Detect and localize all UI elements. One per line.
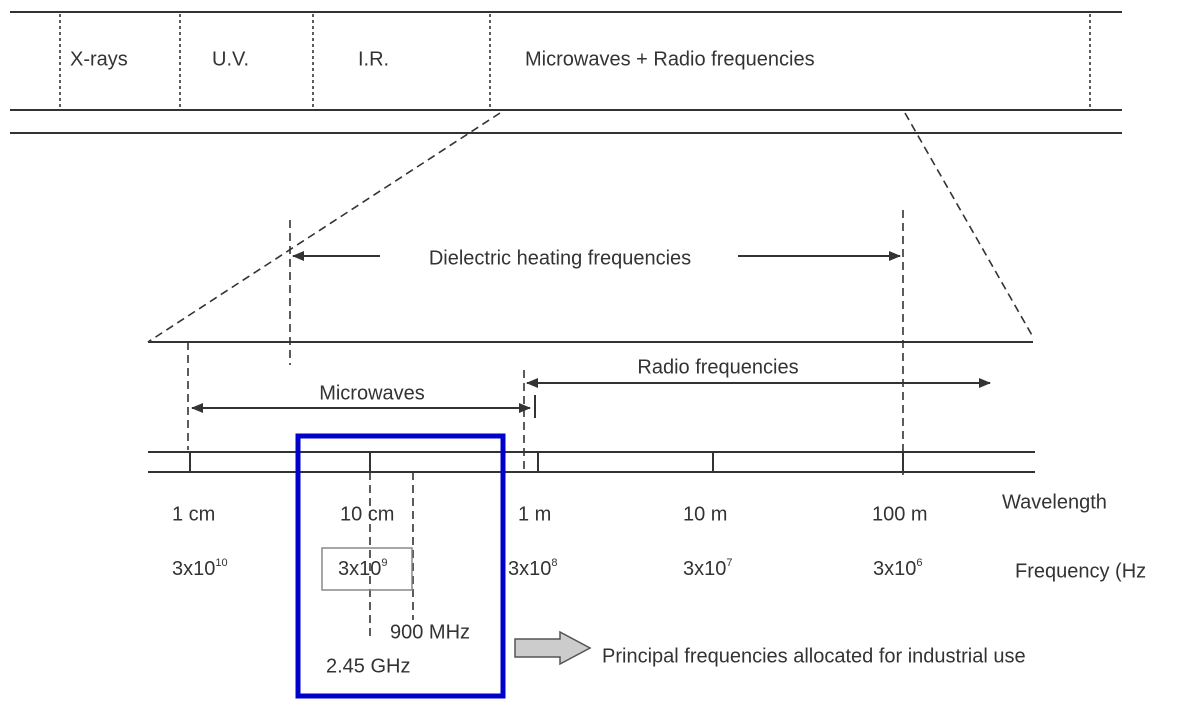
wavelength-label: 1 m: [518, 503, 551, 525]
frequency-base: 3x10: [338, 558, 381, 580]
band-label: Microwaves + Radio frequencies: [525, 48, 815, 70]
frequency-exponent: 6: [916, 557, 922, 569]
scale: [148, 451, 1035, 640]
frequency-label: 3x108: [508, 557, 558, 580]
highlight-box: [295, 433, 506, 699]
spectrum-band: [10, 11, 1122, 134]
zoom-lines: [147, 112, 1034, 475]
band-label: U.V.: [212, 48, 249, 70]
frequency-label: 900 MHz: [390, 621, 470, 643]
frequency-exponent: 8: [551, 557, 557, 569]
wavelength-label: 10 m: [683, 503, 727, 525]
frequency-base: 3x10: [172, 558, 215, 580]
frequency-exponent: 10: [215, 557, 227, 569]
frequency-exponent: 9: [381, 557, 387, 569]
frequency-base: 3x10: [683, 558, 726, 580]
frequency-base: 3x10: [873, 558, 916, 580]
wavelength-label: 100 m: [872, 503, 928, 525]
range-label: Dielectric heating frequencies: [429, 247, 691, 269]
band-label: X-rays: [70, 48, 128, 70]
range-label: Radio frequencies: [637, 356, 798, 378]
band-label: I.R.: [358, 48, 389, 70]
note: Principal frequencies allocated for indu…: [602, 645, 1026, 667]
axis-title: Wavelength: [1002, 491, 1107, 513]
wavelength-label: 1 cm: [172, 503, 215, 525]
arrow-icon: [514, 630, 592, 666]
axis-title: Frequency (Hz: [1015, 560, 1146, 582]
frequency-label: 3x109: [338, 557, 388, 580]
frequency-base: 3x10: [508, 558, 551, 580]
frequency-exponent: 7: [726, 557, 732, 569]
wavelength-label: 10 cm: [340, 503, 394, 525]
frequency-label: 3x106: [873, 557, 923, 580]
frequency-label: 3x107: [683, 557, 733, 580]
frequency-label: 2.45 GHz: [326, 655, 410, 677]
range-label: Microwaves: [319, 382, 425, 404]
frequency-label: 3x1010: [172, 557, 228, 580]
